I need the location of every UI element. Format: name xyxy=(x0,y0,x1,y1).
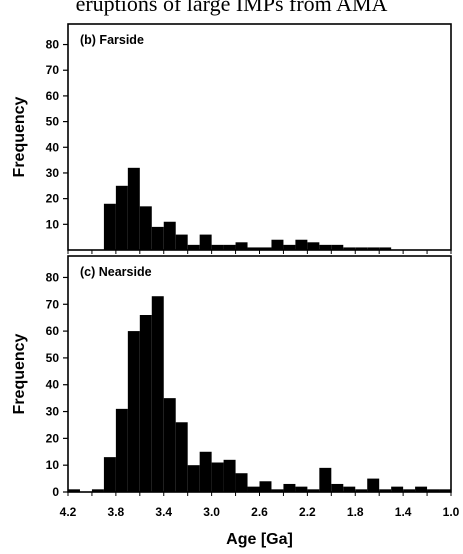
farside-bar-10 xyxy=(223,244,236,250)
nearside-y-tick-label: 60 xyxy=(46,324,60,338)
nearside-y-tick-label: 70 xyxy=(46,297,60,311)
farside-y-tick-label: 10 xyxy=(46,217,60,231)
nearside-bar-7 xyxy=(163,398,176,492)
nearside-bar-1 xyxy=(91,489,104,492)
farside-bar-6 xyxy=(175,234,188,250)
farside-bar-4 xyxy=(151,226,164,250)
farside-bar-14 xyxy=(271,239,284,250)
nearside-bar-5 xyxy=(139,315,152,492)
nearside-x-tick-label: 2.6 xyxy=(251,505,268,519)
farside-bar-8 xyxy=(199,234,212,250)
farside-panel: (b) Farside Frequency 10 20 30 40 50 60 70 80 xyxy=(11,33,452,254)
nearside-bar-18 xyxy=(295,486,308,492)
nearside-y-tick-label: 80 xyxy=(46,270,60,284)
nearside-bar-15 xyxy=(259,481,272,492)
nearside-bar-22 xyxy=(343,486,356,492)
nearside-bar-16 xyxy=(271,489,284,492)
farside-bar-5 xyxy=(163,221,176,250)
nearside-bar-3 xyxy=(115,408,128,492)
farside-bars xyxy=(103,167,392,250)
nearside-y-axis-title: Frequency xyxy=(11,333,28,414)
nearside-bar-4 xyxy=(127,331,140,492)
farside-panel-label: (b) Farside xyxy=(80,33,144,47)
nearside-panel-label: (c) Nearside xyxy=(80,265,152,279)
nearside-panel: (c) Nearside Frequency 0 10 20 30 40 50 60 70 80… xyxy=(11,265,460,548)
nearside-bar-2 xyxy=(103,457,116,492)
farside-y-tick-label: 30 xyxy=(46,166,60,180)
nearside-x-tick-label: 4.2 xyxy=(60,505,77,519)
nearside-bar-9 xyxy=(187,465,200,492)
farside-bar-1 xyxy=(115,185,128,250)
nearside-x-tick-label: 3.4 xyxy=(155,505,172,519)
nearside-x-ticks: 4.2 3.8 3.4 3.0 2.6 2.2 1.8 1.4 1.0 xyxy=(60,492,460,519)
nearside-x-tick-label: 3.8 xyxy=(108,505,125,519)
farside-bar-11 xyxy=(235,242,248,250)
nearside-bar-19 xyxy=(307,489,320,492)
nearside-y-tick-label: 50 xyxy=(46,351,60,365)
farside-bar-13 xyxy=(259,247,272,250)
nearside-bar-11 xyxy=(211,462,224,492)
nearside-bar-17 xyxy=(283,483,296,492)
nearside-bar-28 xyxy=(415,486,428,492)
nearside-x-tick-label: 2.2 xyxy=(299,505,316,519)
farside-bar-20 xyxy=(343,247,356,250)
farside-bar-7 xyxy=(187,244,200,250)
nearside-bar-20 xyxy=(319,467,332,492)
nearside-bar-6 xyxy=(151,296,164,492)
farside-y-axis-title: Frequency xyxy=(11,96,28,177)
nearside-bar-24 xyxy=(367,478,380,492)
nearside-y-tick-label: 30 xyxy=(46,405,60,419)
nearside-bar-14 xyxy=(247,486,260,492)
farside-bar-21 xyxy=(355,247,368,250)
farside-bar-17 xyxy=(307,242,320,250)
nearside-bar-27 xyxy=(403,489,416,492)
nearside-bar-12 xyxy=(223,459,236,492)
nearside-y-tick-label: 0 xyxy=(52,485,59,499)
farside-bar-12 xyxy=(247,247,260,250)
nearside-bar-0 xyxy=(68,489,80,492)
farside-bar-22 xyxy=(367,247,380,250)
farside-y-tick-label: 20 xyxy=(46,192,60,206)
farside-bar-2 xyxy=(127,167,140,250)
nearside-y-tick-label: 10 xyxy=(46,458,60,472)
nearside-bar-10 xyxy=(199,451,212,492)
nearside-bar-30 xyxy=(439,489,451,492)
farside-bar-15 xyxy=(283,244,296,250)
farside-y-ticks: 10 20 30 40 50 60 70 80 xyxy=(46,38,68,231)
farside-bar-9 xyxy=(211,244,224,250)
nearside-bar-13 xyxy=(235,473,248,492)
nearside-bar-8 xyxy=(175,422,188,492)
farside-y-tick-label: 70 xyxy=(46,63,60,77)
x-axis-title: Age [Ga] xyxy=(226,531,293,548)
nearside-bar-21 xyxy=(331,483,344,492)
nearside-bar-26 xyxy=(391,486,404,492)
nearside-y-ticks: 0 10 20 30 40 50 60 70 80 xyxy=(46,270,68,499)
nearside-bars xyxy=(68,296,451,492)
nearside-bar-25 xyxy=(379,489,392,492)
nearside-x-tick-label: 3.0 xyxy=(203,505,220,519)
nearside-bar-29 xyxy=(427,489,440,492)
farside-bar-0 xyxy=(103,203,116,250)
nearside-bar-23 xyxy=(355,489,368,492)
farside-x-ticks xyxy=(67,250,452,254)
farside-bar-18 xyxy=(319,244,332,250)
farside-y-tick-label: 60 xyxy=(46,89,60,103)
nearside-x-tick-label: 1.4 xyxy=(395,505,412,519)
nearside-x-tick-label: 1.0 xyxy=(443,505,460,519)
farside-y-tick-label: 50 xyxy=(46,115,60,129)
top-caption: eruptions of large IMPs from AMA xyxy=(75,0,388,16)
farside-y-tick-label: 80 xyxy=(46,38,60,52)
nearside-y-tick-label: 40 xyxy=(46,378,60,392)
farside-bar-16 xyxy=(295,239,308,250)
nearside-x-tick-label: 1.8 xyxy=(347,505,364,519)
farside-bar-23 xyxy=(379,247,392,250)
farside-bar-19 xyxy=(331,244,344,250)
nearside-y-tick-label: 20 xyxy=(46,431,60,445)
farside-y-tick-label: 40 xyxy=(46,140,60,154)
farside-bar-3 xyxy=(139,206,152,250)
